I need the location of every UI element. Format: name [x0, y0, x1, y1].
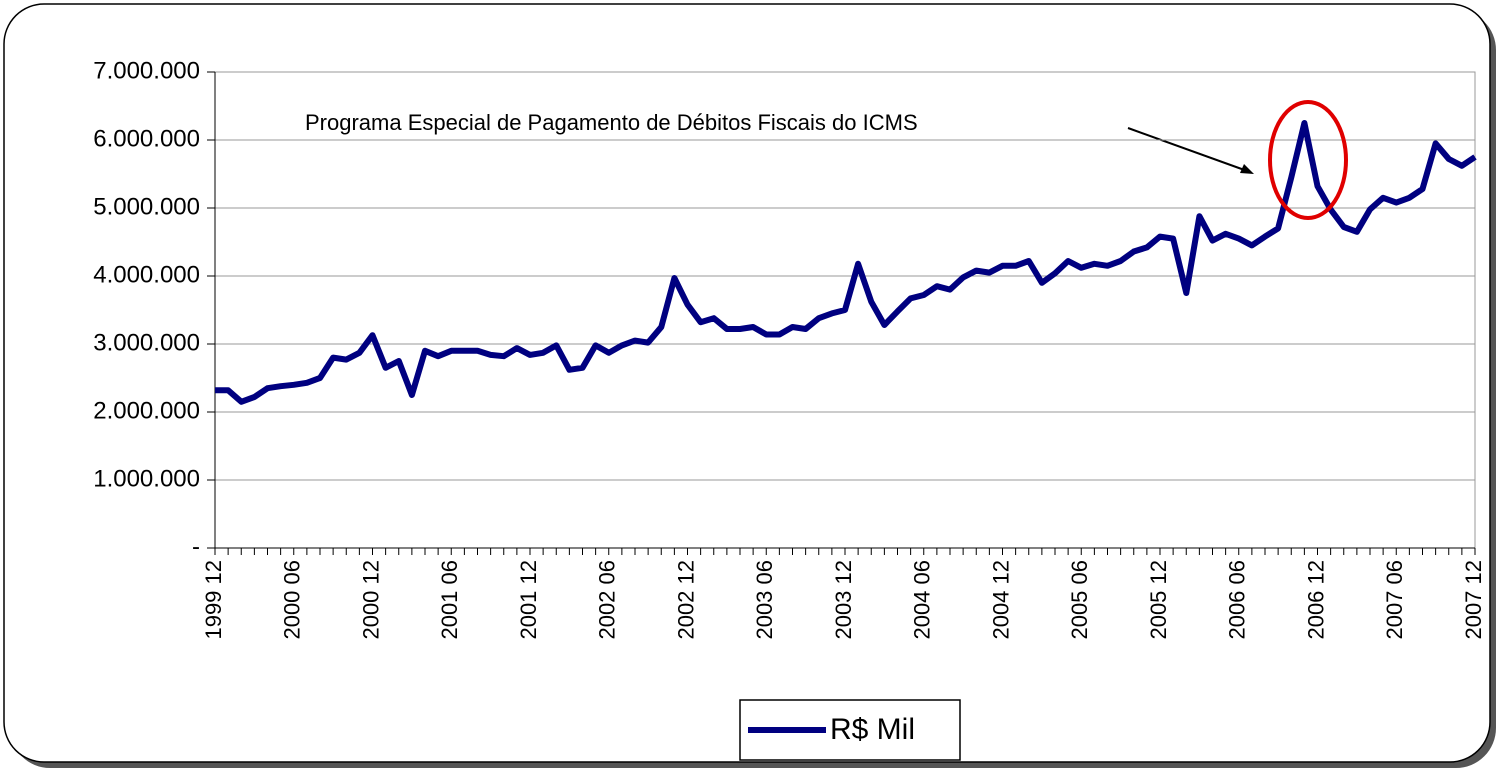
y-tick-label: 7.000.000: [93, 57, 200, 84]
x-tick-label: 2007 06: [1382, 560, 1407, 640]
x-tick-label: 2000 06: [280, 560, 305, 640]
x-tick-label: 2003 06: [752, 560, 777, 640]
x-tick-label: 2001 06: [437, 560, 462, 640]
x-tick-label: 2002 06: [595, 560, 620, 640]
highlight-circle: [1268, 100, 1348, 220]
y-tick-label: 1.000.000: [93, 465, 200, 492]
x-tick-label: 2005 06: [1067, 560, 1092, 640]
data-line: [215, 120, 1477, 405]
x-tick-label: 1999 12: [201, 560, 226, 640]
x-tick-label: 2004 12: [988, 560, 1013, 640]
x-tick-label: 2005 12: [1146, 560, 1171, 640]
frame: [3, 3, 1491, 763]
x-tick-label: 2004 06: [910, 560, 935, 640]
annotation-arrow: [1127, 127, 1251, 173]
arrow-head: [1240, 164, 1254, 174]
y-tick-label: 4.000.000: [93, 261, 200, 288]
x-tick-label: 2001 12: [516, 560, 541, 640]
x-tick-label: 2000 12: [358, 560, 383, 640]
x-tick-label: 2002 12: [673, 560, 698, 640]
y-tick-label: 3.000.000: [93, 329, 200, 356]
y-tick-label: -: [192, 533, 200, 560]
x-tick-label: 2007 12: [1461, 560, 1486, 640]
x-tick-label: 2003 12: [831, 560, 856, 640]
x-tick-label: 2006 06: [1225, 560, 1250, 640]
x-tick-label: 2006 12: [1303, 560, 1328, 640]
y-tick-label: 5.000.000: [93, 193, 200, 220]
legend-label: R$ Mil: [830, 713, 915, 746]
annotation: Programa Especial de Pagamento de Débito…: [305, 110, 918, 135]
y-tick-label: 2.000.000: [93, 397, 200, 424]
y-tick-label: 6.000.000: [93, 125, 200, 152]
